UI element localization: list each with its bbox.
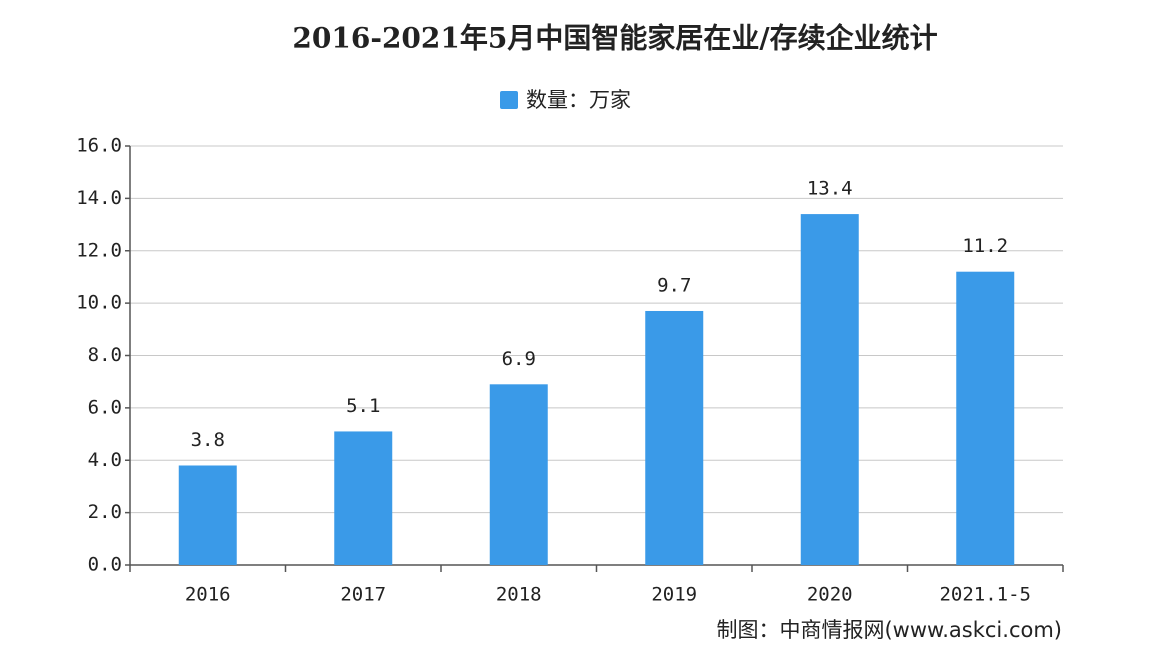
data-label: 11.2 bbox=[962, 235, 1008, 257]
x-tick-label: 2016 bbox=[185, 584, 231, 606]
data-label: 6.9 bbox=[502, 348, 536, 370]
bar bbox=[489, 384, 548, 565]
x-tick-label: 2018 bbox=[496, 584, 542, 606]
bar bbox=[178, 465, 237, 565]
x-tick-label: 2020 bbox=[807, 584, 853, 606]
x-tick-label: 2021.1-5 bbox=[939, 584, 1031, 606]
bar bbox=[334, 431, 393, 565]
x-tick-label: 2019 bbox=[651, 584, 697, 606]
y-tick-label: 14.0 bbox=[76, 187, 122, 209]
bar bbox=[800, 214, 859, 565]
legend-swatch bbox=[500, 91, 518, 109]
data-label: 3.8 bbox=[191, 429, 225, 451]
legend-label: 数量：万家 bbox=[526, 88, 631, 112]
y-tick-label: 6.0 bbox=[88, 396, 122, 418]
y-tick-label: 2.0 bbox=[88, 501, 122, 523]
chart-title: 2016-2021年5月中国智能家居在业/存续企业统计 bbox=[292, 22, 937, 55]
y-tick-label: 16.0 bbox=[76, 135, 122, 157]
bar bbox=[956, 271, 1015, 565]
source-note: 制图：中商情报网(www.askci.com) bbox=[716, 618, 1062, 642]
data-label: 9.7 bbox=[657, 274, 691, 296]
y-tick-label: 8.0 bbox=[88, 344, 122, 366]
y-tick-label: 10.0 bbox=[76, 292, 122, 314]
data-label: 13.4 bbox=[807, 178, 853, 200]
x-tick-label: 2017 bbox=[340, 584, 386, 606]
y-tick-label: 0.0 bbox=[88, 554, 122, 576]
y-tick-label: 4.0 bbox=[88, 449, 122, 471]
y-tick-label: 12.0 bbox=[76, 239, 122, 261]
bar bbox=[645, 310, 704, 565]
data-label: 5.1 bbox=[346, 395, 380, 417]
